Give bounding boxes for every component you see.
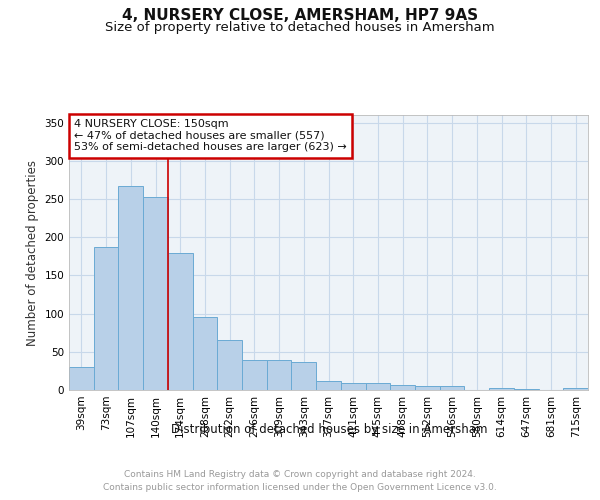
Bar [143, 198, 168, 390]
Bar [365, 383, 390, 390]
Text: 4 NURSERY CLOSE: 150sqm
← 47% of detached houses are smaller (557)
53% of semi-d: 4 NURSERY CLOSE: 150sqm ← 47% of detache… [74, 119, 347, 152]
Bar [217, 340, 242, 390]
Bar [292, 362, 316, 390]
Text: Contains HM Land Registry data © Crown copyright and database right 2024.
Contai: Contains HM Land Registry data © Crown c… [103, 470, 497, 492]
Bar [118, 186, 143, 390]
Bar [489, 388, 514, 390]
Bar [94, 247, 118, 390]
Bar [69, 367, 94, 390]
Text: Distribution of detached houses by size in Amersham: Distribution of detached houses by size … [170, 422, 487, 436]
Text: Size of property relative to detached houses in Amersham: Size of property relative to detached ho… [105, 21, 495, 34]
Bar [514, 389, 539, 390]
Y-axis label: Number of detached properties: Number of detached properties [26, 160, 39, 346]
Bar [390, 384, 415, 390]
Text: 4, NURSERY CLOSE, AMERSHAM, HP7 9AS: 4, NURSERY CLOSE, AMERSHAM, HP7 9AS [122, 8, 478, 22]
Bar [415, 386, 440, 390]
Bar [267, 360, 292, 390]
Bar [316, 381, 341, 390]
Bar [563, 388, 588, 390]
Bar [440, 386, 464, 390]
Bar [242, 360, 267, 390]
Bar [168, 254, 193, 390]
Bar [193, 318, 217, 390]
Bar [341, 383, 365, 390]
